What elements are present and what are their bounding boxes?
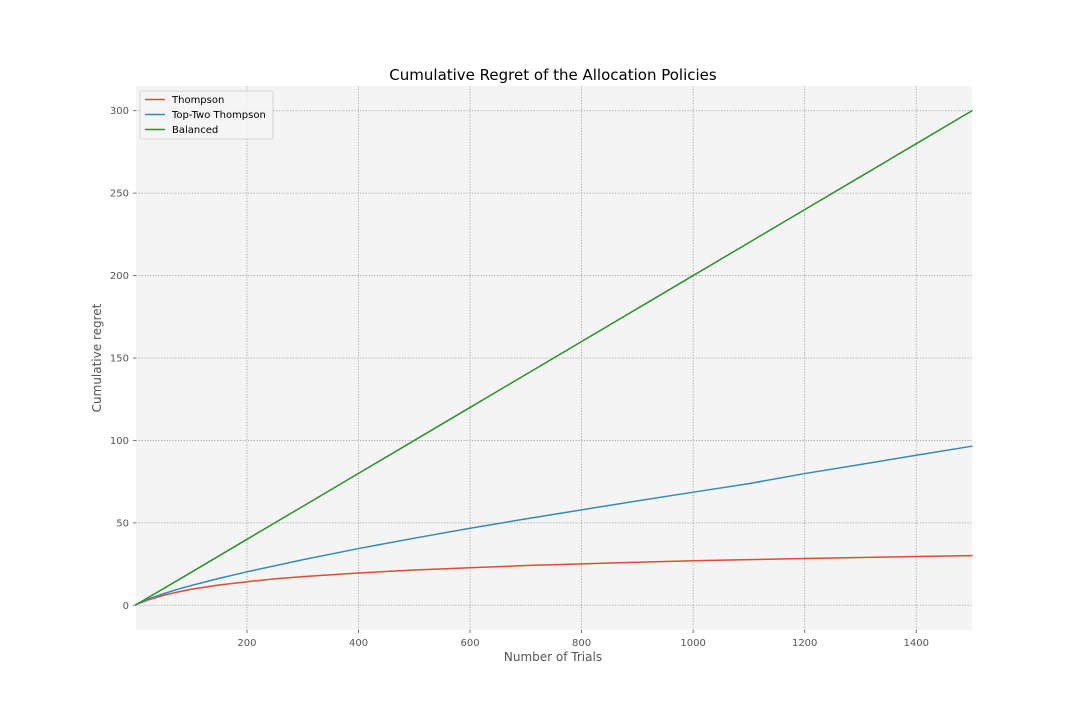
x-tick-label: 800 (572, 638, 591, 649)
legend: Thompson Top-Two Thompson Balanced (139, 90, 274, 140)
chart-title: Cumulative Regret of the Allocation Poli… (389, 66, 717, 84)
x-tick-label: 1000 (680, 638, 705, 649)
series-lines (135, 109, 973, 606)
y-axis-label: Cumulative regret (90, 303, 104, 412)
legend-label-thompson: Thompson (171, 95, 224, 106)
y-axis-ticks: 0 50 100 150 200 250 300 (110, 106, 136, 612)
legend-label-balanced: Balanced (172, 125, 218, 136)
y-tick-label: 200 (110, 271, 129, 282)
x-tick-label: 400 (349, 638, 368, 649)
x-tick-label: 1200 (792, 638, 817, 649)
y-tick-label: 50 (116, 518, 129, 529)
y-tick-label: 100 (110, 436, 129, 447)
x-tick-label: 200 (237, 638, 256, 649)
y-tick-label: 150 (110, 354, 129, 365)
y-tick-label: 250 (110, 189, 129, 200)
series-line-balanced (135, 109, 973, 606)
x-axis-label: Number of Trials (504, 650, 602, 664)
x-tick-label: 1400 (904, 638, 929, 649)
x-tick-label: 600 (461, 638, 480, 649)
legend-box (139, 90, 274, 140)
series-line-top-two-thompson (135, 445, 973, 606)
series-line-thompson (135, 554, 973, 606)
y-tick-label: 300 (110, 106, 129, 117)
legend-label-top-two-thompson: Top-Two Thompson (171, 110, 266, 121)
x-axis-ticks: 200 400 600 800 1000 1200 1400 (237, 630, 929, 649)
y-tick-label: 0 (123, 601, 129, 612)
